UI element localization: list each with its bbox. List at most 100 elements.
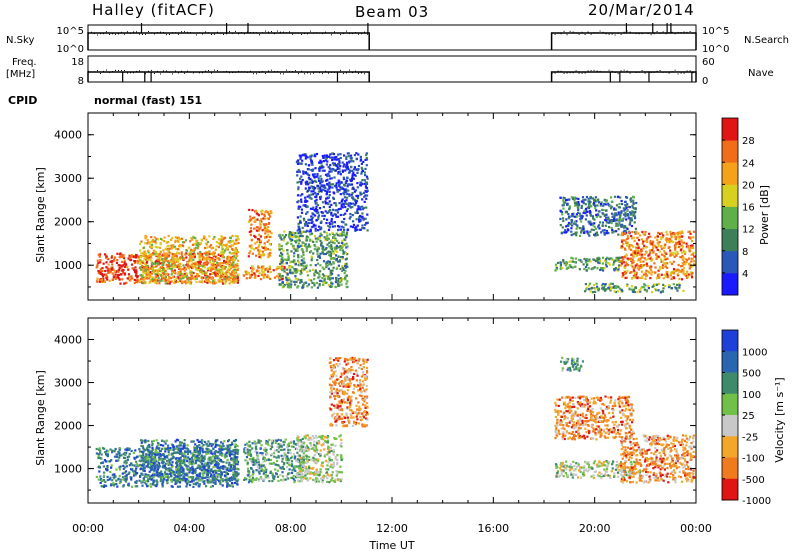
- power-panel-echo: [159, 243, 161, 245]
- power-panel-echo: [334, 247, 336, 249]
- power-panel-echo: [597, 199, 599, 201]
- power-panel-echo: [171, 247, 173, 249]
- power-panel-echo: [626, 270, 628, 272]
- power-panel-echo: [360, 159, 362, 161]
- power-panel-echo: [326, 160, 328, 162]
- power-panel-echo: [99, 279, 101, 281]
- power-panel-echo: [224, 282, 226, 284]
- power-panel-echo: [335, 204, 337, 206]
- power-panel-echo: [288, 234, 290, 236]
- power-panel-echo: [626, 238, 628, 240]
- power-panel-echo: [299, 158, 301, 160]
- power-panel-echo: [312, 226, 314, 228]
- power-panel-echo: [662, 284, 664, 286]
- power-panel-echo: [571, 219, 573, 221]
- velocity-panel-echo: [102, 447, 104, 449]
- power-panel-echo: [302, 235, 304, 237]
- power-panel-echo: [295, 269, 297, 271]
- power-panel-echo: [197, 269, 199, 271]
- power-panel-echo: [177, 248, 179, 250]
- power-panel-echo: [300, 201, 302, 203]
- power-panel-echo: [312, 187, 314, 189]
- power-panel-echo: [175, 248, 177, 250]
- power-panel-echo: [302, 227, 304, 229]
- power-panel-echo: [329, 183, 331, 185]
- power-panel-echo: [323, 160, 325, 162]
- power-panel-echo: [119, 253, 121, 255]
- power-panel-echo: [214, 260, 216, 262]
- power-panel-echo: [237, 238, 239, 240]
- power-panel-echo: [212, 265, 214, 267]
- velocity-panel-echo: [135, 485, 137, 487]
- date-title: 20/Mar/2014: [588, 1, 695, 19]
- power-panel-echo: [678, 246, 680, 248]
- power-panel-echo: [301, 193, 303, 195]
- power-panel-echo: [201, 280, 203, 282]
- power-panel-echo: [641, 238, 643, 240]
- power-panel-echo: [182, 241, 184, 243]
- power-panel-echo: [624, 233, 626, 235]
- power-panel-echo: [269, 249, 271, 251]
- power-panel-echo: [591, 229, 593, 231]
- freq-panel-sample: [675, 70, 676, 71]
- power-panel-echo: [567, 225, 569, 227]
- power-panel-echo: [205, 276, 207, 278]
- freq-panel-sample: [666, 72, 667, 73]
- power-panel-echo: [665, 275, 667, 277]
- power-panel-echo: [319, 283, 321, 285]
- power-panel-echo: [633, 269, 635, 271]
- power-panel-echo: [346, 164, 348, 166]
- power-panel-echo: [329, 222, 331, 224]
- power-panel-echo: [312, 269, 314, 271]
- power-panel-echo: [311, 282, 313, 284]
- power-panel-echo: [227, 247, 229, 249]
- power-panel-echo: [333, 198, 335, 200]
- power-panel-echo: [312, 190, 314, 192]
- power-panel-echo: [114, 256, 116, 258]
- power-panel-echo: [592, 197, 594, 199]
- power-panel-echo: [308, 194, 310, 196]
- power-panel-echo: [181, 281, 183, 283]
- velocity-panel-echo: [99, 450, 101, 452]
- velocity-panel-echo: [222, 480, 224, 482]
- freq-panel-sample: [265, 73, 266, 74]
- power-panel-echo: [597, 262, 599, 264]
- power-panel-echo: [646, 238, 648, 240]
- nsky-panel-sample: [636, 33, 637, 34]
- nsky-panel-sample: [331, 34, 332, 35]
- power-panel-echo: [349, 213, 351, 215]
- power-panel-echo: [158, 253, 160, 255]
- power-panel-echo: [123, 282, 125, 284]
- power-panel-echo: [585, 266, 587, 268]
- power-panel-echo: [339, 279, 341, 281]
- power-panel-echo: [214, 274, 216, 276]
- nsky-panel-sample: [349, 33, 350, 34]
- power-panel-echo: [628, 217, 630, 219]
- power-panel-echo: [231, 235, 233, 237]
- velocity-panel-echo: [144, 470, 146, 472]
- power-panel-echo: [250, 230, 252, 232]
- power-panel-echo: [104, 253, 106, 255]
- power-panel-echo: [657, 289, 659, 291]
- power-panel-echo: [182, 264, 184, 266]
- power-panel-echo: [104, 281, 106, 283]
- velocity-panel-echo: [188, 476, 190, 478]
- power-panel-echo: [319, 175, 321, 177]
- power-panel-echo: [146, 266, 148, 268]
- power-panel-echo: [310, 190, 312, 192]
- x-axis-label: Time UT: [368, 539, 414, 552]
- power-panel-echo: [256, 241, 258, 243]
- power-panel-echo: [208, 235, 210, 237]
- power-panel-echo: [628, 232, 630, 234]
- freq-panel-sample: [588, 70, 589, 71]
- freq-panel-sample: [214, 70, 215, 71]
- power-panel-echo: [258, 238, 260, 240]
- power-panel-echo: [592, 217, 594, 219]
- nsky-panel-sample: [214, 34, 215, 35]
- nsky-panel-sample: [346, 31, 347, 32]
- power-panel-echo: [605, 219, 607, 221]
- power-panel-echo: [637, 232, 639, 234]
- power-panel-echo: [345, 246, 347, 248]
- power-panel-echo: [255, 211, 257, 213]
- power-panel-echo: [649, 266, 651, 268]
